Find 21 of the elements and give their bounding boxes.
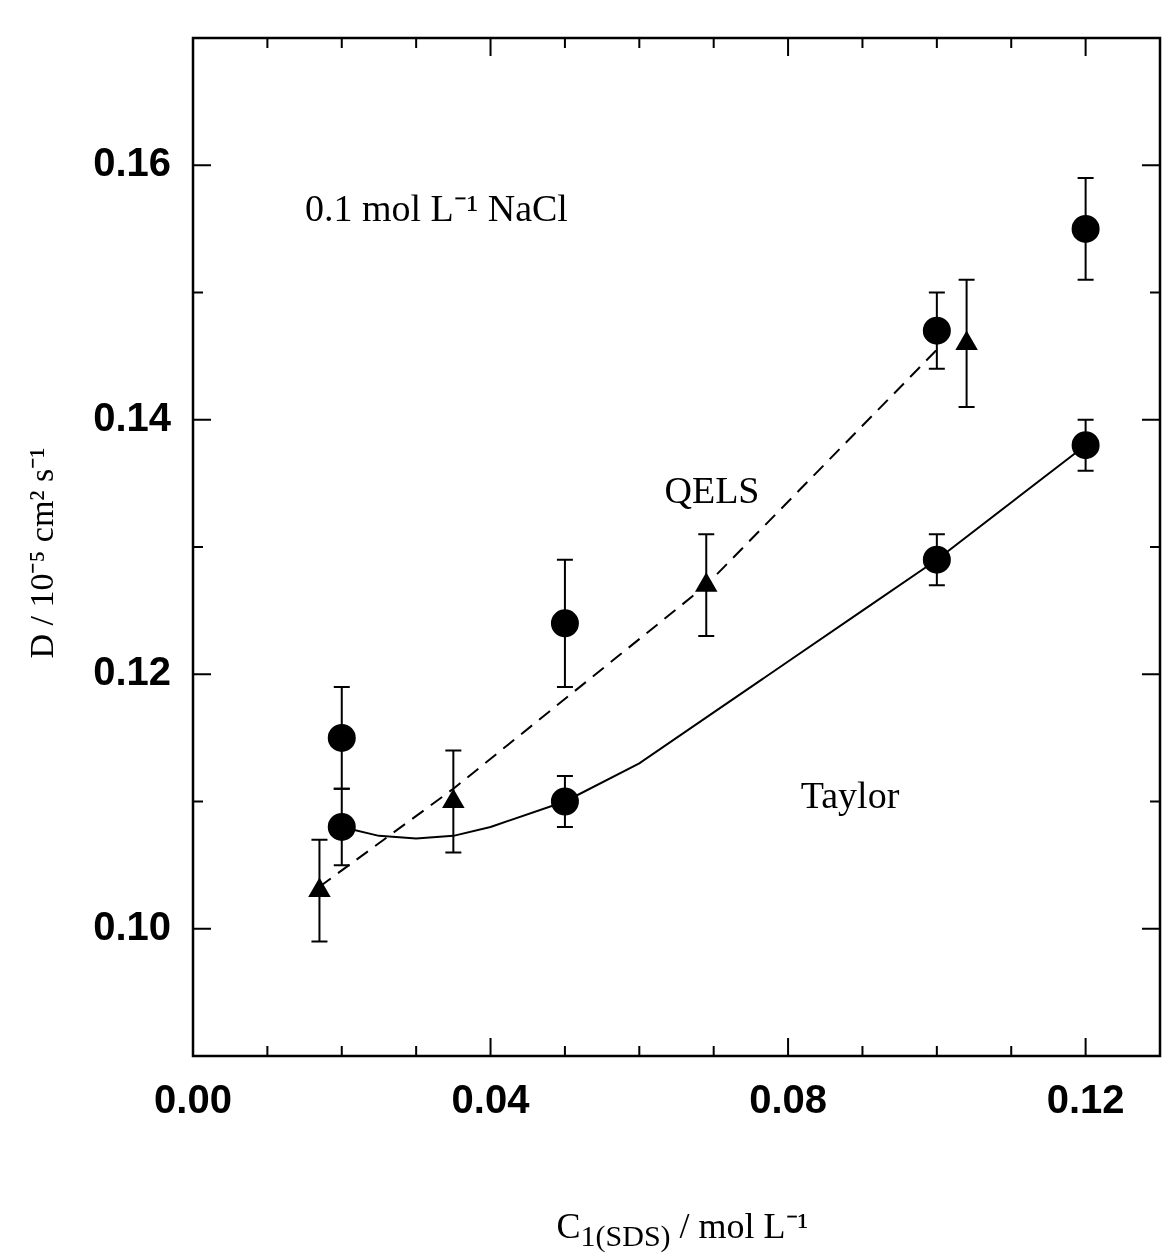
point xyxy=(922,316,951,345)
x-tick-label: 0.08 xyxy=(749,1077,828,1122)
y-tick-label: 0.12 xyxy=(93,649,171,694)
y-axis-title: D / 10⁻⁵ cm² s⁻¹ xyxy=(22,446,61,661)
annotation: 0.1 mol L⁻¹ NaCl xyxy=(305,186,568,229)
point xyxy=(327,812,356,841)
point xyxy=(550,787,579,816)
x-tick-label: 0.00 xyxy=(154,1077,232,1122)
y-tick-label: 0.10 xyxy=(93,903,171,948)
annotation: Taylor xyxy=(800,773,900,816)
annotation: QELS xyxy=(664,468,760,511)
x-tick-label: 0.12 xyxy=(1046,1077,1125,1122)
point xyxy=(1071,214,1100,243)
y-tick-label: 0.16 xyxy=(93,140,171,185)
point xyxy=(922,545,951,574)
x-tick-label: 0.04 xyxy=(451,1077,531,1122)
point xyxy=(550,609,579,638)
point xyxy=(327,723,356,752)
point xyxy=(1071,431,1100,460)
x-axis-title: C$_{1(SDS)}$ / mol L⁻¹ xyxy=(555,1205,810,1254)
y-tick-label: 0.14 xyxy=(93,394,172,439)
